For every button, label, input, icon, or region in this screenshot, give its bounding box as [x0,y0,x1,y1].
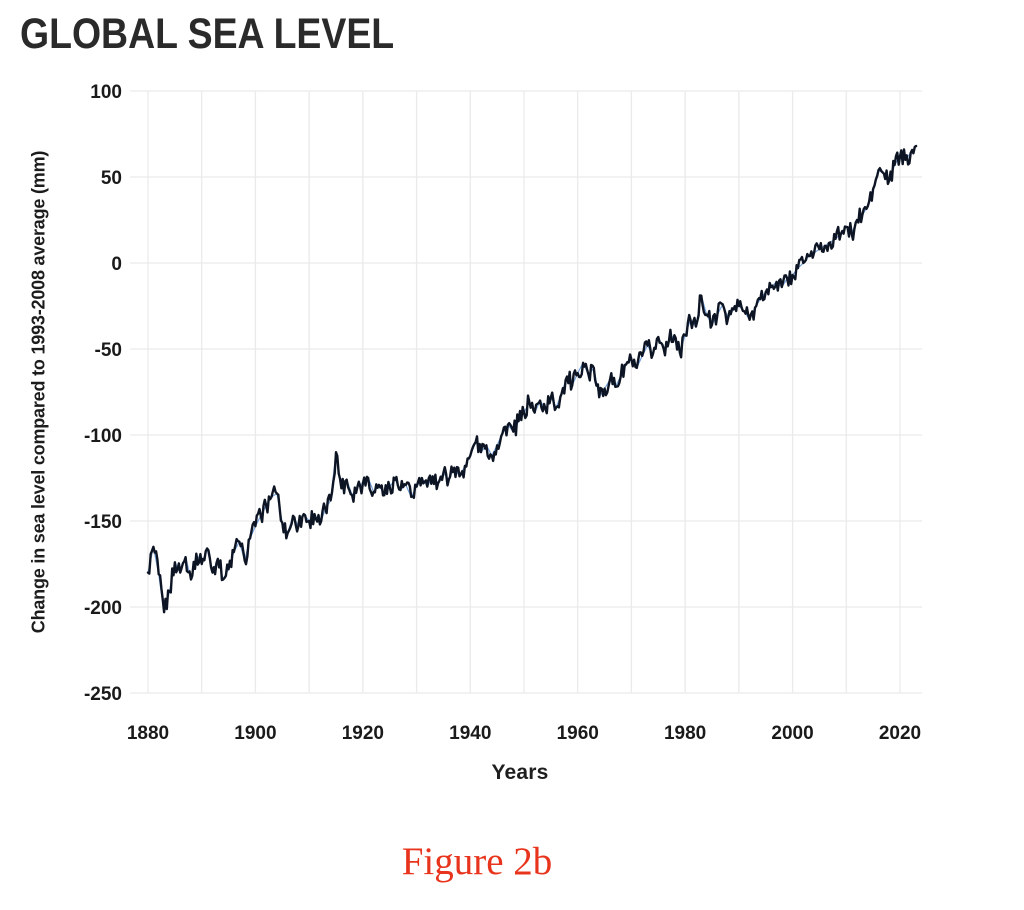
y-tick-label: -200 [84,598,122,619]
x-tick-label: 1940 [449,723,491,744]
x-tick-label: 2000 [771,723,813,744]
x-tick-label: 1880 [127,723,169,744]
x-tick-label: 1900 [234,723,276,744]
x-axis-label: Years [491,761,549,784]
x-tick-label: 1980 [664,723,706,744]
x-tick-label: 1960 [557,723,599,744]
y-tick-label: -50 [95,340,122,361]
x-tick-label: 2020 [879,723,921,744]
y-tick-label: -150 [84,512,122,533]
sea-level-trend-underlay [147,145,917,613]
sea-level-line [146,144,918,614]
figure-caption: Figure 2b [401,840,553,883]
chart-title: GLOBAL SEA LEVEL [20,10,395,58]
y-tick-label: 50 [101,168,122,189]
y-tick-label: 0 [111,254,122,275]
y-tick-label: -250 [84,684,122,705]
y-tick-label: 100 [90,82,122,103]
y-tick-label: -100 [84,426,122,447]
x-tick-label: 1920 [342,723,384,744]
